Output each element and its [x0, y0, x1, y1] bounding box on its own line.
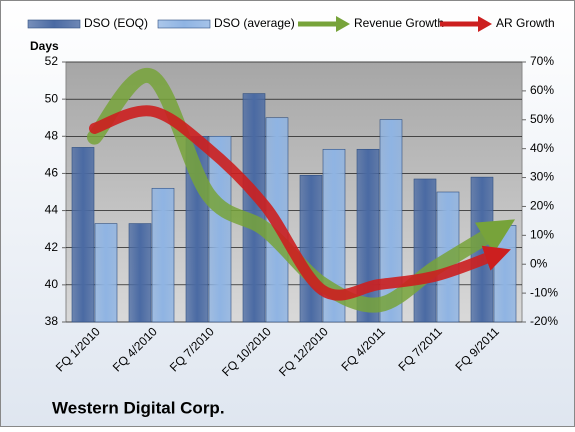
legend-label: DSO (EOQ) [84, 16, 148, 30]
legend-swatch [157, 19, 211, 29]
bar [322, 148, 346, 323]
y-tick-label: 46 [45, 166, 59, 180]
y2-tick-label: 10% [530, 228, 554, 242]
bar [413, 178, 437, 323]
y-tick-label: 38 [45, 314, 59, 328]
y-tick-label: 40 [45, 277, 59, 291]
y-tick-label: 44 [45, 203, 59, 217]
bar [299, 174, 323, 323]
chart-title: Western Digital Corp. [52, 398, 225, 417]
bar [71, 147, 95, 323]
line [89, 105, 511, 301]
bar [356, 148, 380, 323]
legend-label: Revenue Growth [354, 16, 444, 30]
y-axis-label: Days [30, 39, 59, 53]
bar [493, 225, 517, 323]
y2-tick-label: -10% [530, 285, 558, 299]
y-tick-label: 42 [45, 240, 59, 254]
bar [94, 223, 118, 323]
legend-label: AR Growth [496, 16, 555, 30]
legend-swatch [27, 19, 81, 29]
bar [379, 119, 403, 323]
y-tick-label: 50 [45, 91, 59, 105]
y2-tick-label: -20% [530, 314, 558, 328]
bar [208, 135, 232, 323]
y2-tick-label: 0% [530, 256, 548, 270]
y2-tick-label: 40% [530, 141, 554, 155]
legend-label: DSO (average) [214, 16, 295, 30]
y-tick-label: 52 [45, 54, 59, 68]
y2-tick-label: 60% [530, 83, 554, 97]
y2-tick-label: 70% [530, 54, 554, 68]
y2-tick-label: 30% [530, 170, 554, 184]
legend-swatch [336, 16, 350, 32]
y-tick-label: 48 [45, 128, 59, 142]
bar [128, 223, 152, 323]
y2-tick-label: 50% [530, 112, 554, 126]
legend-swatch [478, 16, 492, 32]
y2-tick-label: 20% [530, 199, 554, 213]
bar [151, 187, 175, 323]
